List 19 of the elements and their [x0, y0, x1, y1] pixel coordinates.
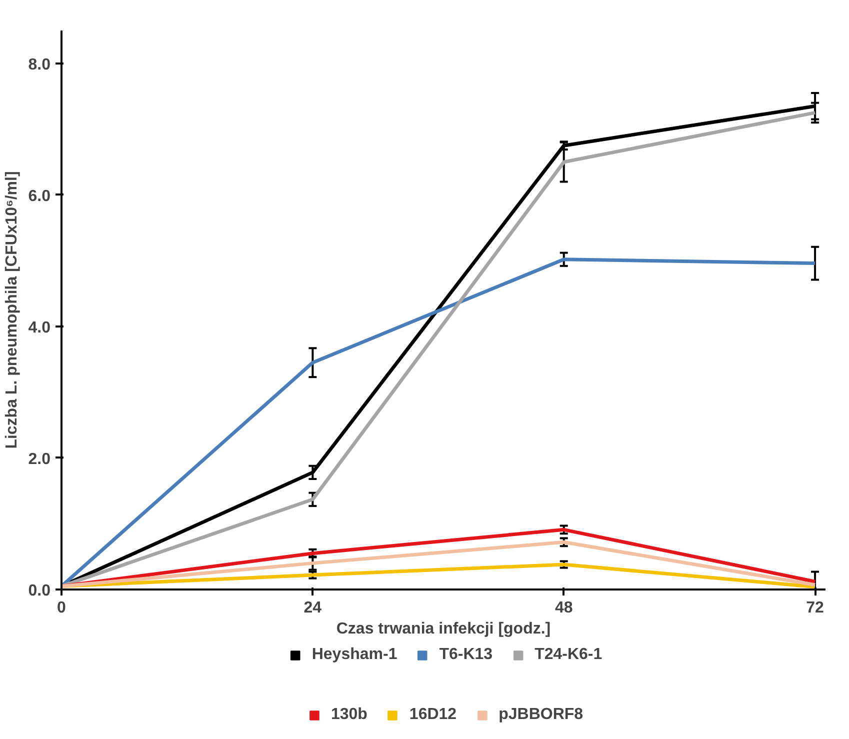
legend-label: T6-K13: [439, 646, 493, 664]
legend-label: Heysham-1: [312, 646, 398, 664]
y-axis-title: Liczba L. pneumophila [CFUx10⁶/ml]: [3, 171, 20, 449]
y-tick-label: 0.0: [28, 582, 51, 600]
legend-label: 16D12: [409, 706, 457, 724]
x-tick-label: 72: [806, 600, 824, 616]
x-tick-label: 0: [57, 600, 66, 616]
x-tick-label: 48: [554, 600, 573, 616]
y-tick-label: 4.0: [28, 319, 51, 336]
line-series: [62, 540, 817, 588]
legend-label: pJBBORF8: [498, 706, 584, 724]
y-tick-label: 8.0: [28, 56, 51, 74]
line-series: [62, 562, 817, 589]
y-tick-label: 2.0: [28, 450, 51, 468]
legend-label: 130b: [330, 706, 368, 724]
x-tick-label: 24: [304, 600, 322, 616]
x-axis-title: Czas trwania infekcji [godz.]: [336, 620, 551, 638]
y-tick-label: 6.0: [28, 188, 51, 205]
legend-label: T24-K6-1: [534, 646, 602, 664]
